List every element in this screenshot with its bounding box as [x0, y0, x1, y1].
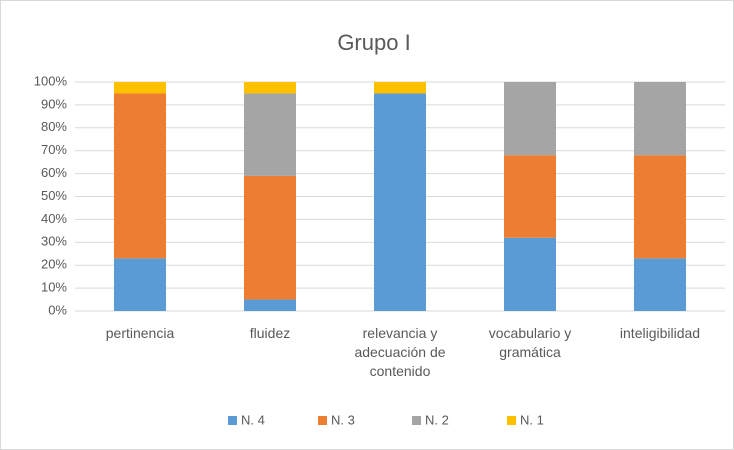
y-tick-label: 10% — [41, 280, 67, 295]
x-tick-label: inteligibilidad — [619, 325, 701, 341]
bar-segment — [374, 93, 426, 311]
y-tick-label: 70% — [41, 142, 67, 157]
y-tick-label: 0% — [48, 302, 67, 317]
bar-segment — [634, 155, 686, 259]
bar-segment — [244, 299, 296, 311]
x-tick-label: fluidez — [249, 325, 291, 341]
y-tick-label: 20% — [41, 257, 67, 272]
bar-segment — [244, 82, 296, 94]
bar-segment — [504, 237, 556, 311]
legend-swatch — [507, 416, 516, 425]
bar-segment — [114, 93, 166, 259]
x-tick-label: pertinencia — [105, 325, 175, 341]
y-tick-label: 30% — [41, 234, 67, 249]
bar-segment — [504, 155, 556, 238]
bar-segment — [504, 82, 556, 156]
legend-label: N. 4 — [241, 412, 265, 427]
x-tick-label: vocabulario y gramática — [488, 325, 572, 360]
legend-swatch — [228, 416, 237, 425]
y-tick-label: 90% — [41, 96, 67, 111]
bar-segment — [114, 82, 166, 94]
bar-segment — [634, 258, 686, 311]
bar-segment — [114, 258, 166, 311]
legend-swatch — [412, 416, 421, 425]
legend-swatch — [318, 416, 327, 425]
chart-title: Grupo I — [337, 30, 410, 55]
y-tick-label: 60% — [41, 165, 67, 180]
bar-segment — [244, 93, 296, 176]
bar-segment — [634, 82, 686, 156]
y-tick-label: 50% — [41, 188, 67, 203]
bar-segment — [374, 82, 426, 94]
y-tick-label: 80% — [41, 119, 67, 134]
y-tick-label: 100% — [34, 73, 68, 88]
bar-segment — [244, 175, 296, 300]
legend-label: N. 1 — [520, 412, 544, 427]
y-tick-label: 40% — [41, 211, 67, 226]
legend-label: N. 3 — [331, 412, 355, 427]
x-tick-label: relevancia y adecuación de contenido — [354, 325, 446, 379]
legend-label: N. 2 — [425, 412, 449, 427]
